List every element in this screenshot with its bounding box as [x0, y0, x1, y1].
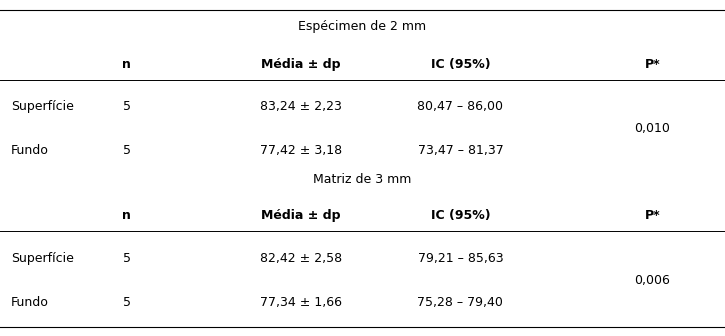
Text: 79,21 – 85,63: 79,21 – 85,63: [418, 252, 503, 264]
Text: Média ± dp: Média ± dp: [261, 209, 341, 222]
Text: Matriz de 3 mm: Matriz de 3 mm: [313, 173, 412, 185]
Text: P*: P*: [645, 209, 660, 222]
Text: 80,47 – 86,00: 80,47 – 86,00: [418, 100, 503, 113]
Text: 77,34 ± 1,66: 77,34 ± 1,66: [260, 296, 342, 309]
Text: 82,42 ± 2,58: 82,42 ± 2,58: [260, 252, 342, 264]
Text: 0,006: 0,006: [634, 274, 671, 287]
Text: 83,24 ± 2,23: 83,24 ± 2,23: [260, 100, 341, 113]
Text: n: n: [123, 58, 131, 71]
Text: 5: 5: [123, 144, 131, 157]
Text: 0,010: 0,010: [634, 122, 671, 135]
Text: Fundo: Fundo: [11, 144, 49, 157]
Text: 5: 5: [123, 252, 131, 264]
Text: Média ± dp: Média ± dp: [261, 58, 341, 71]
Text: Espécimen de 2 mm: Espécimen de 2 mm: [299, 20, 426, 33]
Text: IC (95%): IC (95%): [431, 209, 490, 222]
Text: P*: P*: [645, 58, 660, 71]
Text: 5: 5: [123, 296, 131, 309]
Text: IC (95%): IC (95%): [431, 58, 490, 71]
Text: 77,42 ± 3,18: 77,42 ± 3,18: [260, 144, 342, 157]
Text: Fundo: Fundo: [11, 296, 49, 309]
Text: Superfície: Superfície: [11, 100, 74, 113]
Text: 73,47 – 81,37: 73,47 – 81,37: [418, 144, 503, 157]
Text: 75,28 – 79,40: 75,28 – 79,40: [418, 296, 503, 309]
Text: n: n: [123, 209, 131, 222]
Text: 5: 5: [123, 100, 131, 113]
Text: Superfície: Superfície: [11, 252, 74, 264]
